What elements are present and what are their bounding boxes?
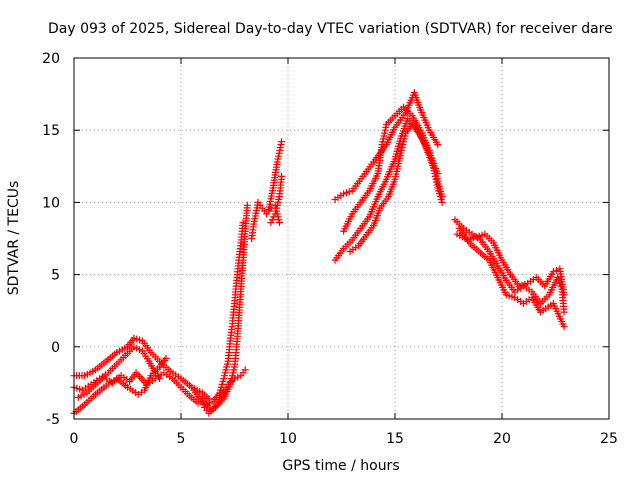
plot-frame bbox=[73, 57, 610, 420]
data-point bbox=[239, 219, 247, 227]
x-tick-label: 5 bbox=[177, 431, 186, 447]
x-axis-label: GPS time / hours bbox=[282, 458, 399, 474]
x-tick-label: 0 bbox=[70, 431, 79, 447]
y-tick-label: 5 bbox=[51, 268, 60, 284]
data-series-sdtvar bbox=[70, 89, 568, 417]
data-point bbox=[234, 373, 242, 381]
y-tick-label: 20 bbox=[42, 51, 60, 67]
data-point bbox=[162, 354, 170, 362]
grid bbox=[74, 58, 609, 419]
data-point bbox=[194, 399, 202, 407]
y-tick-label: -5 bbox=[46, 412, 60, 428]
data-point bbox=[434, 170, 442, 178]
y-tick-label: 10 bbox=[42, 195, 60, 211]
x-tick-label: 10 bbox=[279, 431, 297, 447]
axis-ticks: 0 5 10 15 20 25 -5 0 5 10 15 20 bbox=[42, 51, 618, 447]
data-point bbox=[275, 219, 283, 227]
x-tick-label: 25 bbox=[600, 431, 618, 447]
data-point bbox=[560, 308, 568, 316]
data-point bbox=[278, 138, 286, 146]
chart-title: Day 093 of 2025, Sidereal Day-to-day VTE… bbox=[48, 21, 613, 37]
data-point bbox=[438, 193, 446, 201]
data-point bbox=[243, 201, 251, 209]
data-point bbox=[553, 266, 561, 274]
data-point bbox=[241, 366, 249, 374]
data-point bbox=[278, 172, 286, 180]
data-point bbox=[560, 291, 568, 299]
data-point bbox=[549, 268, 557, 276]
y-tick-label: 0 bbox=[51, 340, 60, 356]
x-tick-label: 15 bbox=[386, 431, 404, 447]
data-point bbox=[434, 141, 442, 149]
data-point bbox=[231, 375, 238, 383]
data-point bbox=[205, 395, 213, 403]
y-axis-label: SDTVAR / TECUs bbox=[6, 181, 22, 296]
y-tick-label: 15 bbox=[42, 123, 60, 139]
data-point bbox=[560, 323, 568, 331]
x-tick-label: 20 bbox=[493, 431, 511, 447]
